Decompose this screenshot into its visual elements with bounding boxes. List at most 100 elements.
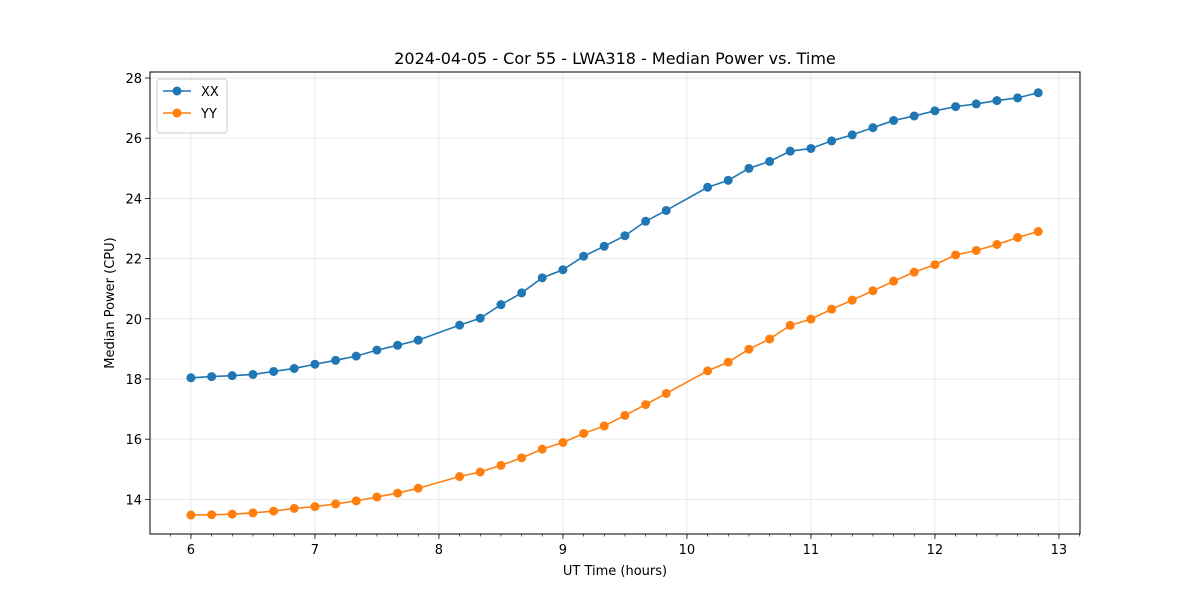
data-point-yy: [351, 496, 361, 506]
x-tick-label: 13: [1051, 543, 1068, 558]
data-point-xx: [992, 96, 1002, 106]
data-point-yy: [661, 388, 671, 398]
data-point-yy: [889, 276, 899, 286]
data-point-xx: [579, 251, 589, 261]
data-point-xx: [599, 241, 609, 251]
data-point-xx: [951, 102, 961, 112]
x-tick-label: 11: [803, 543, 820, 558]
data-point-yy: [785, 320, 795, 330]
plot-area: [186, 88, 1043, 520]
data-point-xx: [909, 111, 919, 121]
data-point-yy: [806, 314, 816, 324]
data-point-xx: [827, 136, 837, 146]
x-tick-label: 7: [311, 543, 319, 558]
data-point-xx: [393, 340, 403, 350]
legend: XX YY: [156, 78, 228, 134]
y-axis: 14 16 18 20 22 24 26 28: [125, 72, 150, 508]
data-point-yy: [723, 357, 733, 367]
data-point-xx: [641, 216, 651, 226]
y-tick-label: 16: [125, 433, 142, 448]
axes-frame: [149, 71, 1081, 535]
data-point-yy: [289, 503, 299, 513]
data-point-yy: [951, 250, 961, 260]
data-point-yy: [207, 510, 217, 520]
data-point-yy: [868, 286, 878, 296]
data-point-yy: [227, 509, 237, 519]
data-point-yy: [1033, 227, 1043, 237]
data-point-xx: [517, 288, 527, 298]
data-point-xx: [496, 300, 506, 310]
data-point-yy: [475, 467, 485, 477]
data-point-xx: [331, 355, 341, 365]
data-point-xx: [971, 99, 981, 109]
data-point-xx: [847, 130, 857, 140]
data-point-xx: [620, 231, 630, 241]
data-point-xx: [227, 371, 237, 381]
x-tick-label: 8: [435, 543, 443, 558]
data-point-xx: [1013, 93, 1023, 103]
data-point-xx: [207, 372, 217, 382]
data-point-xx: [351, 351, 361, 361]
data-point-xx: [310, 359, 320, 369]
series-xx: [186, 88, 1043, 383]
x-tick-label: 12: [927, 543, 944, 558]
data-point-yy: [558, 438, 568, 448]
data-point-yy: [1013, 233, 1023, 243]
data-point-xx: [475, 313, 485, 323]
y-tick-label: 20: [125, 313, 142, 328]
data-point-yy: [641, 400, 651, 410]
data-point-xx: [868, 123, 878, 133]
data-point-yy: [310, 502, 320, 512]
data-point-xx: [744, 163, 754, 173]
data-point-xx: [703, 182, 713, 192]
data-point-yy: [909, 267, 919, 277]
y-tick-label: 14: [125, 493, 142, 508]
data-point-xx: [537, 273, 547, 283]
data-point-yy: [620, 410, 630, 420]
legend-label-yy: YY: [200, 107, 217, 122]
data-point-yy: [744, 344, 754, 354]
data-point-xx: [558, 265, 568, 275]
data-point-yy: [579, 428, 589, 438]
data-point-yy: [413, 483, 423, 493]
data-point-xx: [889, 115, 899, 125]
series-line-xx: [190, 91, 1039, 379]
grid: [150, 72, 1080, 534]
y-axis-label: Median Power (CPU): [103, 237, 118, 368]
series-line-yy: [190, 230, 1039, 516]
chart-title: 2024-04-05 - Cor 55 - LWA318 - Median Po…: [394, 49, 836, 68]
data-point-yy: [599, 421, 609, 431]
legend-marker-xx: [172, 86, 182, 96]
data-point-yy: [930, 260, 940, 270]
legend-marker-yy: [172, 108, 182, 118]
data-point-xx: [723, 175, 733, 185]
data-point-yy: [393, 488, 403, 498]
y-tick-label: 18: [125, 373, 142, 388]
data-point-xx: [806, 143, 816, 153]
y-tick-label: 22: [125, 253, 142, 268]
data-point-xx: [930, 106, 940, 116]
data-point-xx: [269, 366, 279, 376]
data-point-yy: [248, 508, 258, 518]
data-point-yy: [703, 366, 713, 376]
y-tick-label: 28: [125, 72, 142, 87]
data-point-xx: [661, 205, 671, 215]
x-axis-label: UT Time (hours): [563, 564, 667, 579]
data-point-yy: [847, 295, 857, 305]
data-point-xx: [455, 320, 465, 330]
data-point-xx: [785, 146, 795, 156]
y-tick-label: 24: [125, 192, 142, 207]
data-point-xx: [1033, 88, 1043, 98]
data-point-yy: [971, 245, 981, 255]
y-tick-label: 26: [125, 132, 142, 147]
data-point-yy: [186, 510, 196, 520]
data-point-yy: [537, 444, 547, 454]
data-point-yy: [992, 239, 1002, 249]
data-point-yy: [496, 460, 506, 470]
data-point-yy: [517, 453, 527, 463]
data-point-yy: [372, 492, 382, 502]
data-point-yy: [331, 499, 341, 509]
data-point-xx: [413, 335, 423, 345]
data-point-xx: [289, 363, 299, 373]
